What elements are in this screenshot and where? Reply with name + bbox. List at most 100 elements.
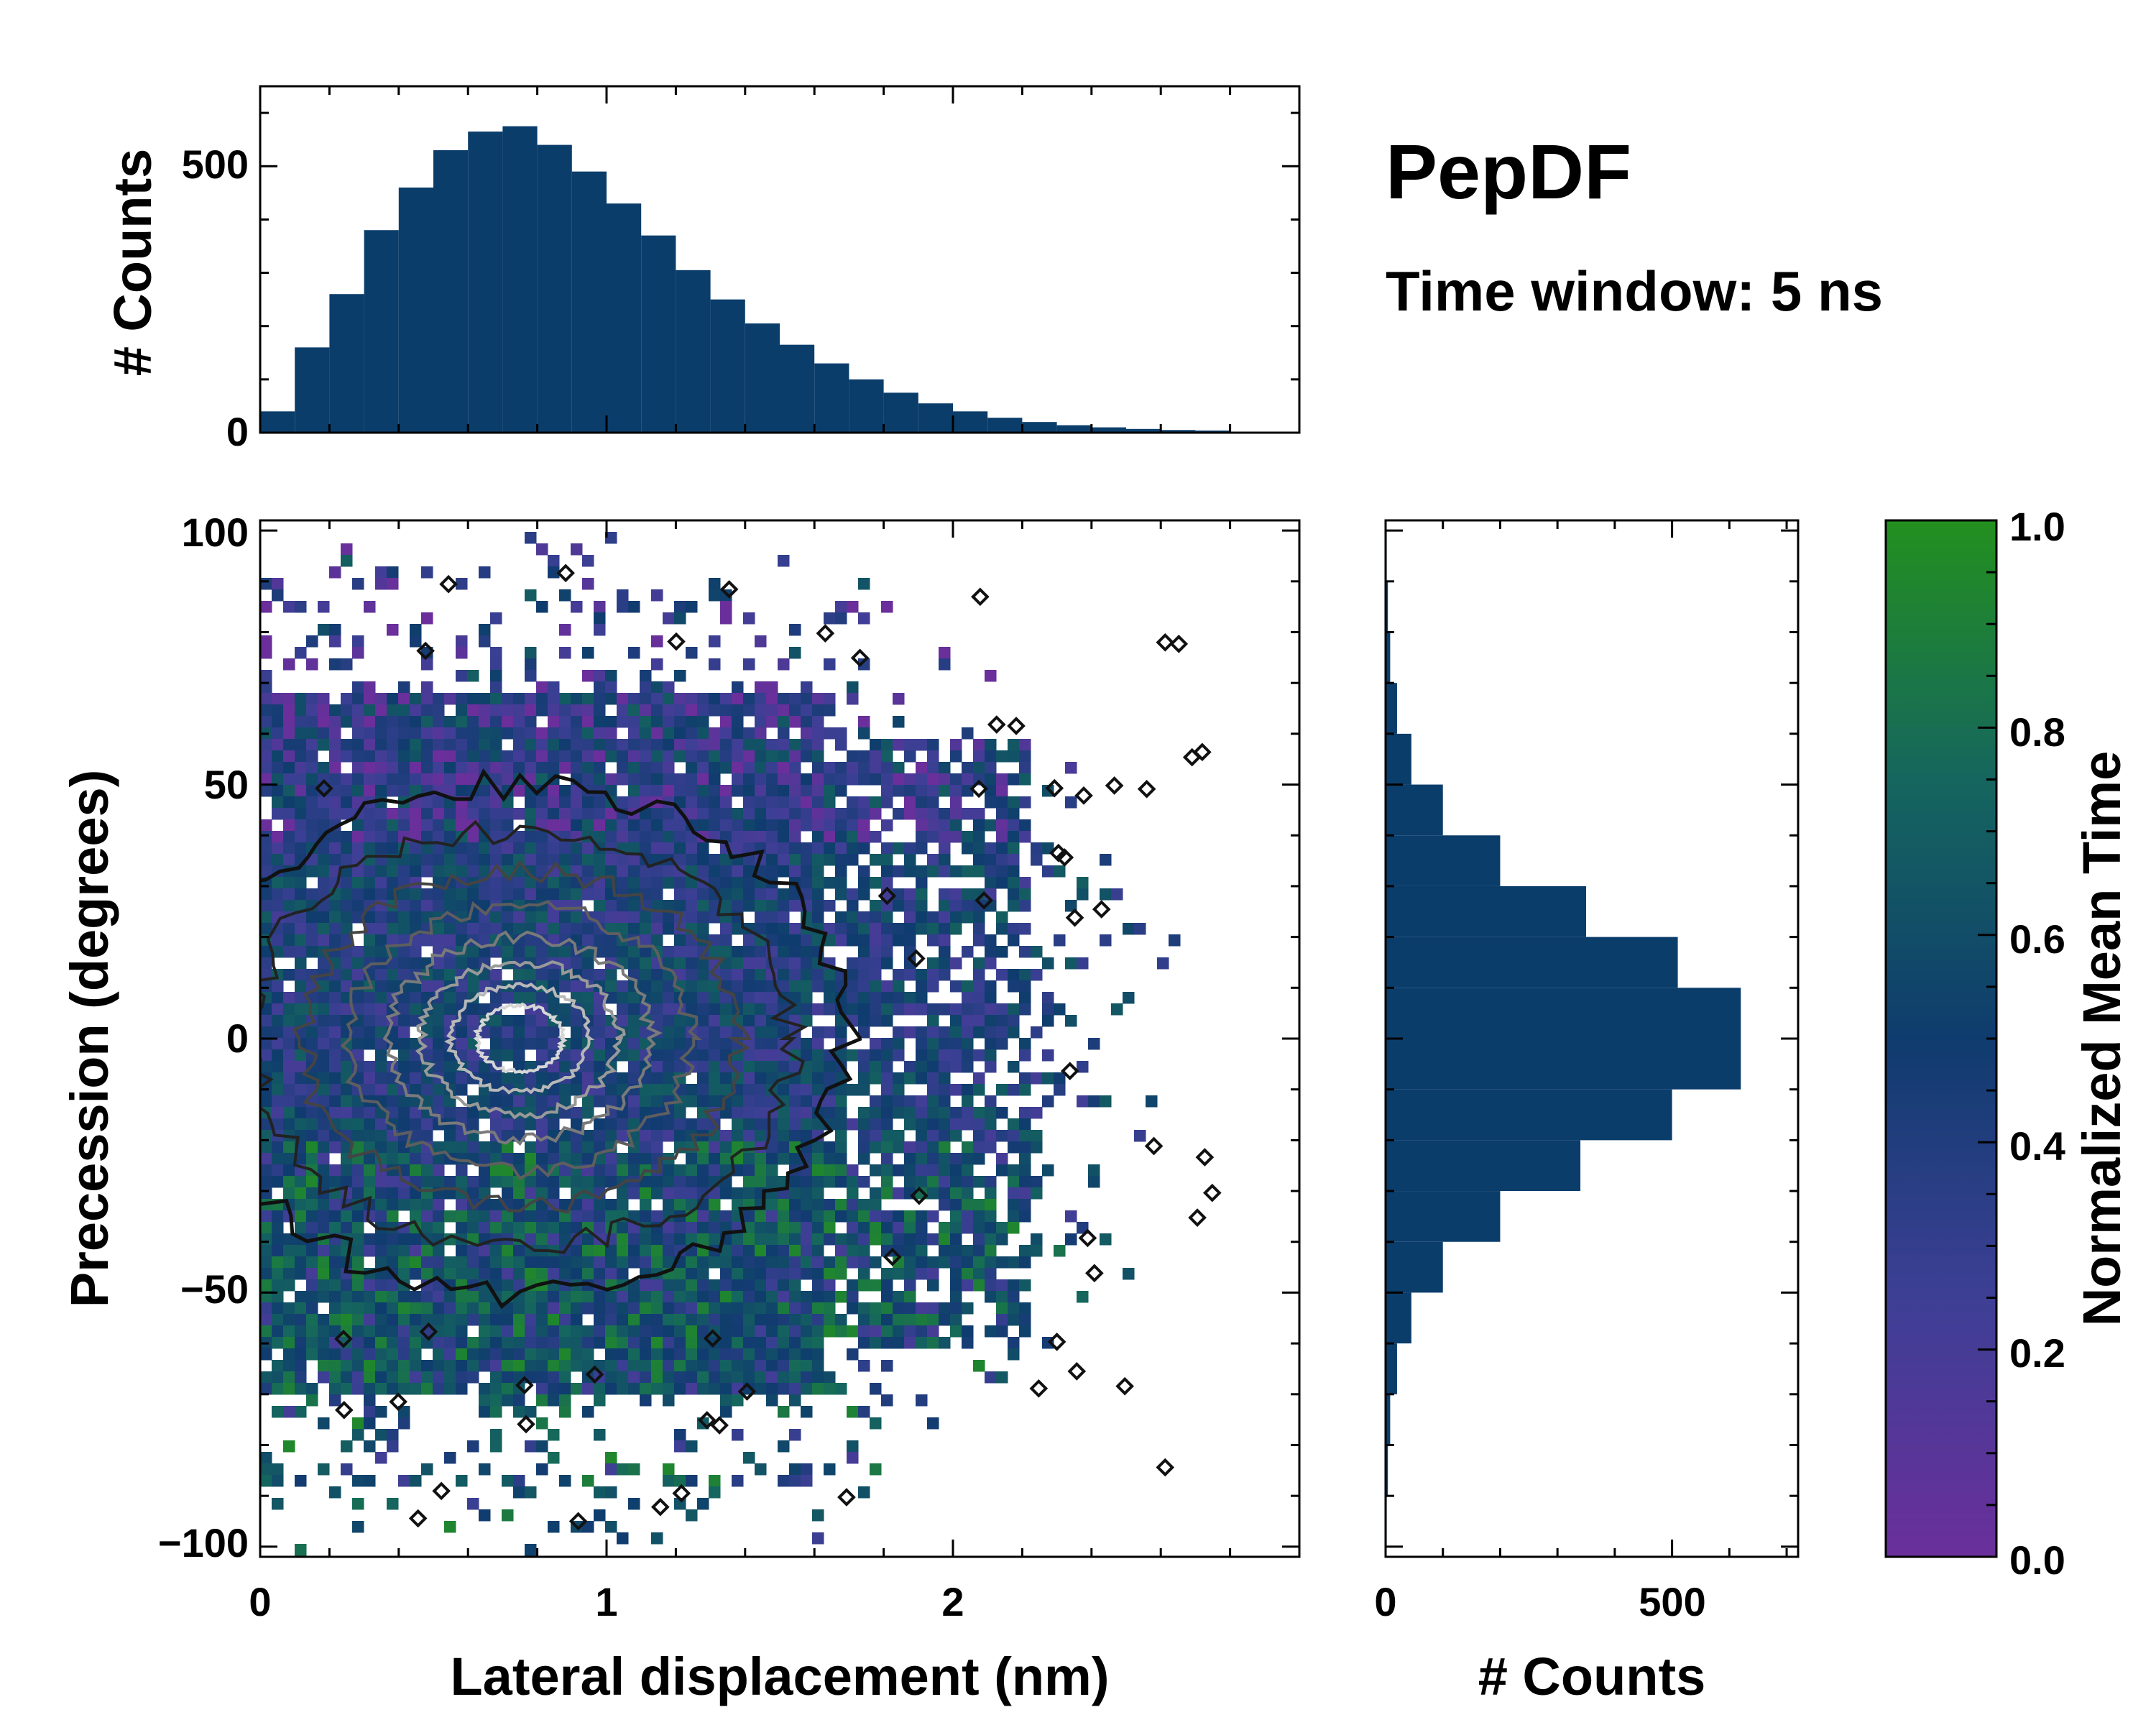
heatmap-cell [352,1417,364,1430]
heatmap-cell [812,980,824,993]
heatmap-cell [881,1061,893,1073]
heatmap-cell [628,693,640,705]
heatmap-cell [444,888,456,901]
heatmap-cell [617,750,629,763]
heatmap-cell [628,1015,640,1027]
heatmap-cell [295,969,307,981]
heatmap-cell [743,750,755,763]
heatmap-cell [628,1210,640,1223]
heatmap-cell [272,1463,284,1476]
heatmap-cell [812,1245,824,1257]
heatmap-cell [720,1314,732,1326]
heatmap-cell [950,808,962,820]
heatmap-cell [352,877,364,889]
heatmap-cell [295,1107,307,1119]
heatmap-cell [743,1176,755,1188]
heatmap-cell [801,1176,813,1188]
heatmap-cell [927,819,939,832]
heatmap-cell [513,831,525,843]
heatmap-cell [352,980,364,993]
heatmap-cell [387,693,399,705]
heatmap-cell [479,923,491,935]
heatmap-cell [674,1199,686,1211]
heatmap-cell [594,1509,606,1522]
heatmap-cell [732,1026,744,1039]
heatmap-cell [720,1325,732,1338]
heatmap-cell [640,1187,652,1200]
heatmap-cell [663,773,675,786]
heatmap-cell [847,681,859,694]
heatmap-cell [272,1210,284,1223]
heatmap-cell [594,1245,606,1257]
heatmap-cell [467,773,479,786]
heatmap-cell [801,739,813,751]
heatmap-cell [858,980,870,993]
heatmap-cell [272,808,284,820]
heatmap-cell [605,1337,617,1349]
heatmap-cell [824,1302,836,1315]
heatmap-cell [697,923,709,935]
heatmap-cell [674,704,686,717]
heatmap-cell [295,1383,307,1395]
heatmap-cell [973,1130,985,1142]
heatmap-cell [893,1325,905,1338]
heatmap-cell [858,934,870,947]
heatmap-cell [1031,1245,1043,1257]
heatmap-cell [548,1256,560,1269]
heatmap-cell [295,934,307,947]
heatmap-cell [904,1061,916,1073]
heatmap-cell [329,727,341,740]
heatmap-cell [559,1176,571,1188]
heatmap-cell [904,842,916,855]
heatmap-cell [283,1440,295,1453]
heatmap-cell [594,1314,606,1326]
heatmap-cell [548,1210,560,1223]
heatmap-cell [916,1394,928,1407]
heatmap-cell [571,727,583,740]
heatmap-cell [479,1383,491,1395]
heatmap-cell [479,854,491,866]
heatmap-cell [812,739,824,751]
heatmap-cell [490,1337,502,1349]
heatmap-cell [985,842,997,855]
heatmap-cell [651,934,663,947]
heatmap-cell [663,842,675,855]
heatmap-cell [548,1153,560,1165]
heatmap-cell [870,1095,882,1108]
heatmap-cell [720,1038,732,1050]
heatmap-cell [467,854,479,866]
heatmap-cell [686,1337,698,1349]
heatmap-cell [709,1486,721,1499]
heatmap-cell [962,946,974,958]
heatmap-cell [835,601,847,613]
heatmap-cell [835,1291,847,1303]
heatmap-cell [421,1245,433,1257]
heatmap-cell [398,808,410,820]
heatmap-cell [329,831,341,843]
heatmap-cell [720,1279,732,1292]
heatmap-cell [1008,1210,1020,1223]
heatmap-cell [939,854,951,866]
heatmap-cell [651,1061,663,1073]
heatmap-cell [835,1245,847,1257]
heatmap-cell [387,739,399,751]
heatmap-cell [743,992,755,1004]
heatmap-cell [1019,819,1031,832]
heatmap-cell [651,865,663,878]
heatmap-cell [1031,1233,1043,1246]
heatmap-cell [329,1222,341,1234]
heatmap-cell [858,1084,870,1096]
heatmap-cell [272,888,284,901]
heatmap-cell [1019,888,1031,901]
right-histogram-bar [1386,1241,1443,1293]
heatmap-cell [755,1325,767,1338]
heatmap-cell [467,888,479,901]
heatmap-cell [467,1360,479,1372]
heatmap-cell [663,819,675,832]
heatmap-cell [835,888,847,901]
heatmap-cell [1111,1003,1123,1016]
heatmap-cell [858,992,870,1004]
heatmap-cell [467,750,479,763]
top-histogram-bar [433,150,469,433]
heatmap-cell [571,739,583,751]
